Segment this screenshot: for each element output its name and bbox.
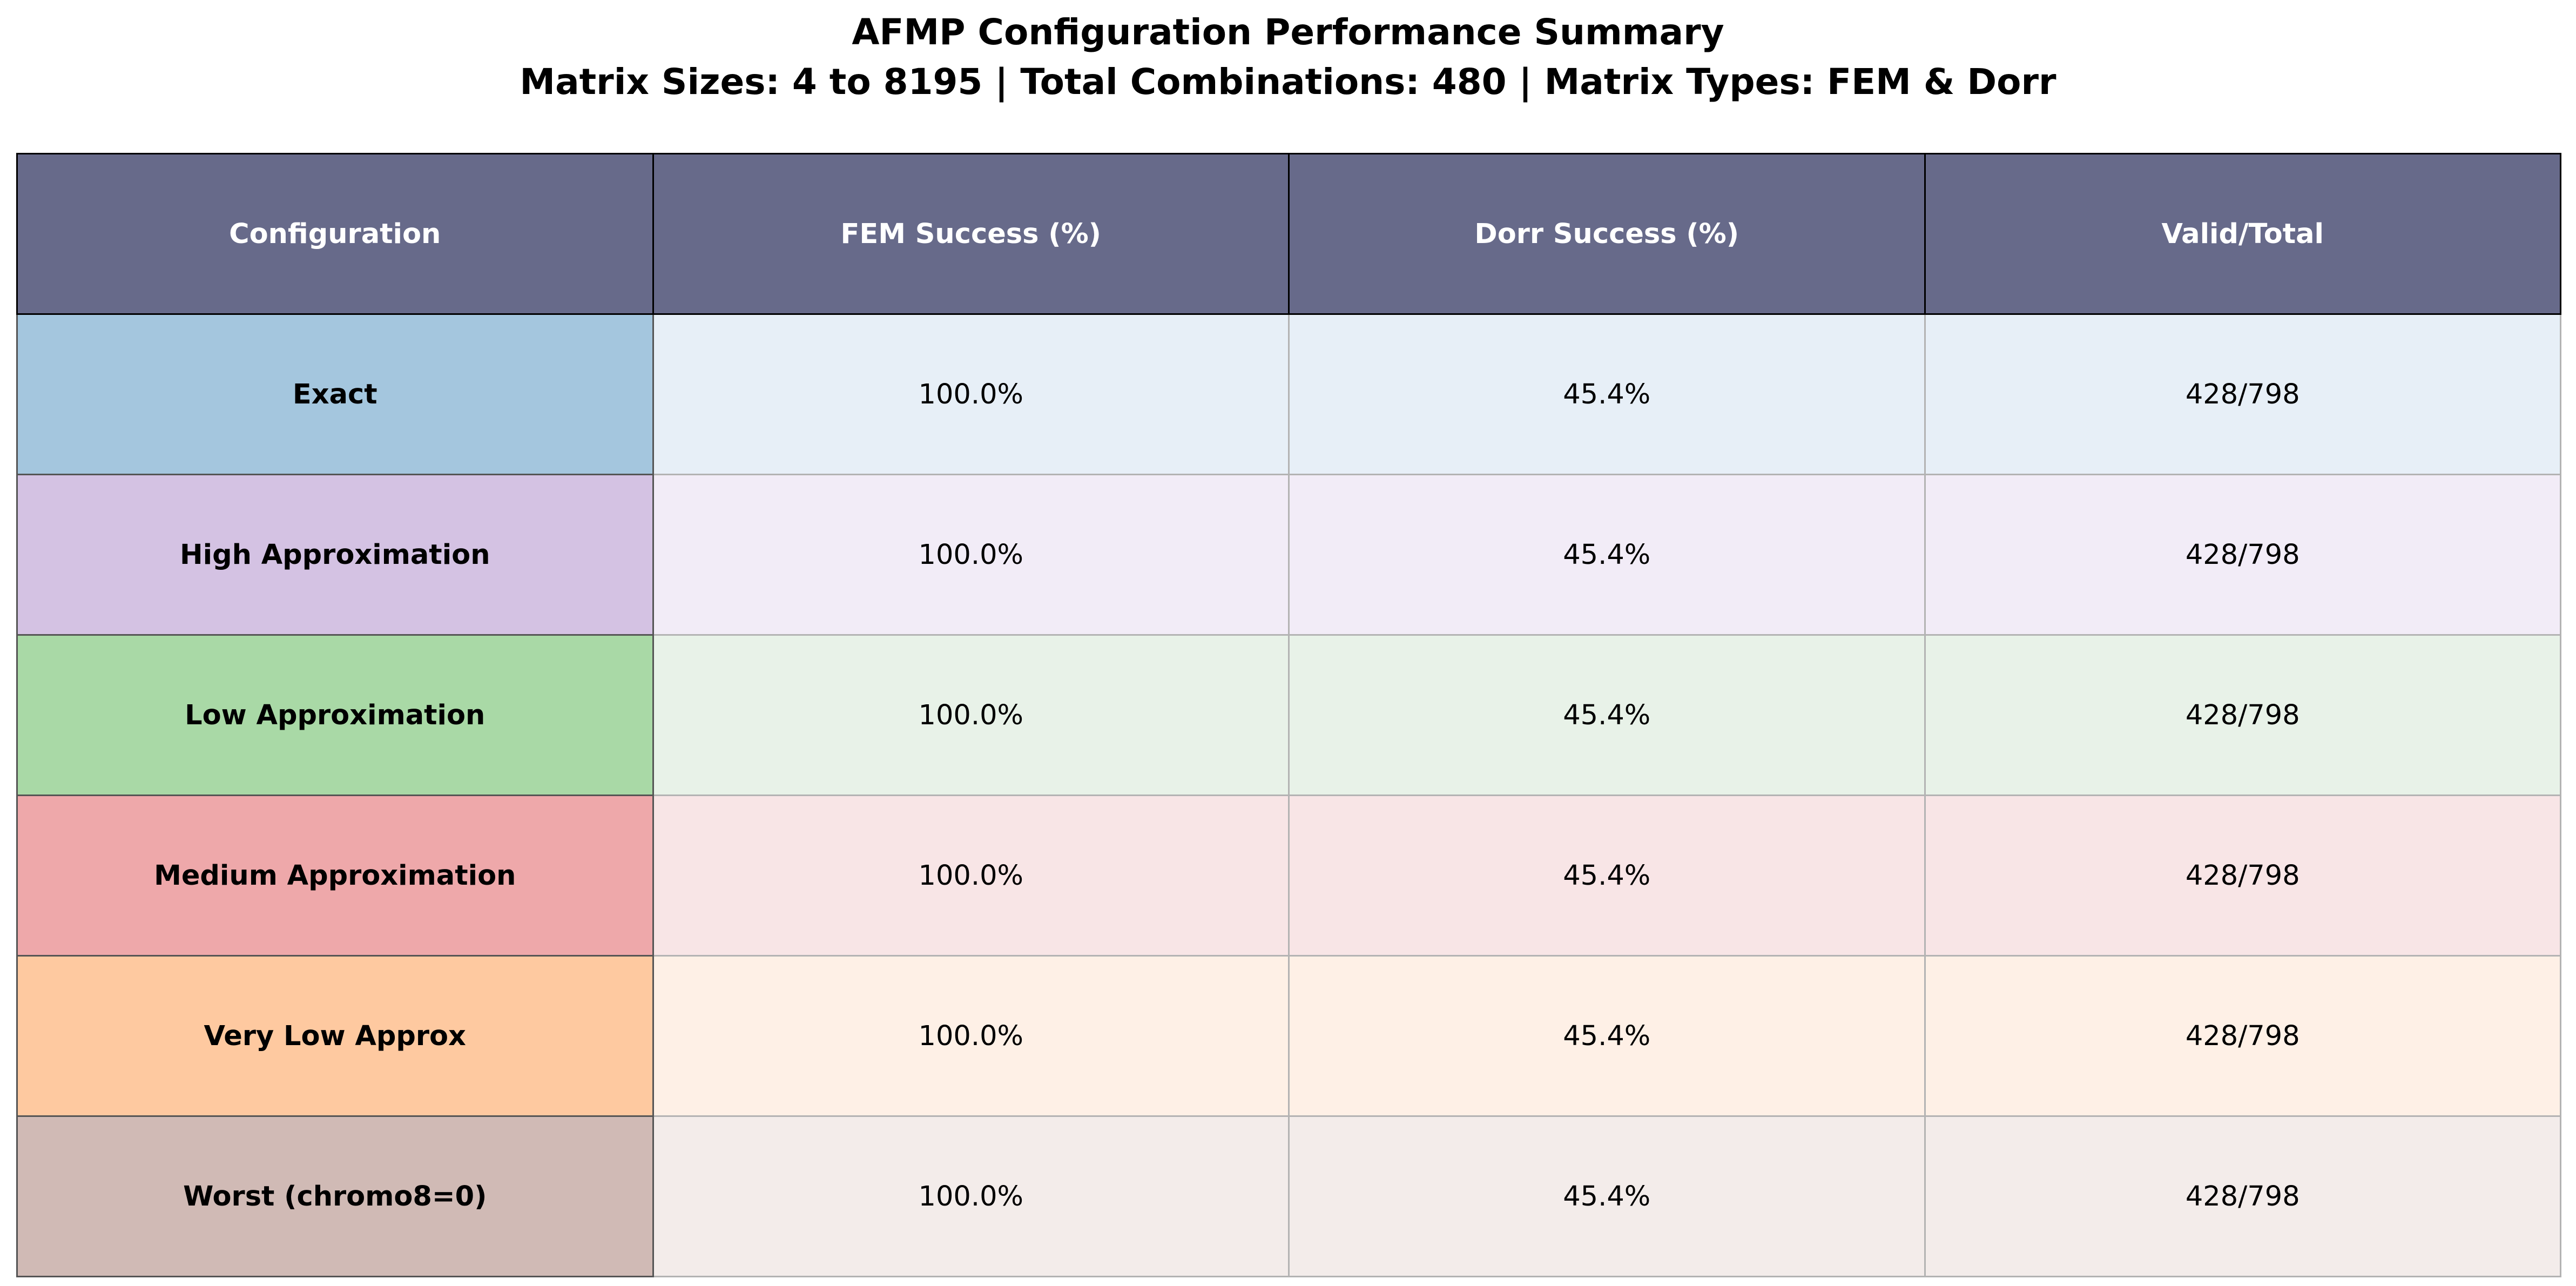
table-row: High Approximation 100.0% 45.4% 428/798 [16,474,2561,636]
dorr-success-cell: 45.4% [1288,634,1926,796]
valid-total-cell: 428/798 [1924,1115,2561,1277]
valid-total-cell: 428/798 [1924,795,2561,957]
column-header-fem-success: FEM Success (%) [652,153,1290,315]
valid-total-cell: 428/798 [1924,955,2561,1117]
valid-total-cell: 428/798 [1924,634,2561,796]
dorr-success-cell: 45.4% [1288,313,1926,475]
configuration-cell: Very Low Approx [16,955,654,1117]
valid-total-cell: 428/798 [1924,474,2561,636]
fem-success-cell: 100.0% [652,634,1290,796]
configuration-cell: Worst (chromo8=0) [16,1115,654,1277]
configuration-cell: High Approximation [16,474,654,636]
configuration-cell: Exact [16,313,654,475]
column-header-dorr-success: Dorr Success (%) [1288,153,1926,315]
configuration-cell: Medium Approximation [16,795,654,957]
table-row: Medium Approximation 100.0% 45.4% 428/79… [16,795,2561,957]
fem-success-cell: 100.0% [652,795,1290,957]
table-row: Low Approximation 100.0% 45.4% 428/798 [16,634,2561,796]
summary-table: Configuration FEM Success (%) Dorr Succe… [16,153,2561,1277]
chart-subtitle: Matrix Sizes: 4 to 8195 | Total Combinat… [520,61,2056,103]
table-row: Worst (chromo8=0) 100.0% 45.4% 428/798 [16,1115,2561,1277]
dorr-success-cell: 45.4% [1288,1115,1926,1277]
valid-total-cell: 428/798 [1924,313,2561,475]
dorr-success-cell: 45.4% [1288,795,1926,957]
table-row: Very Low Approx 100.0% 45.4% 428/798 [16,955,2561,1117]
table-header: Configuration FEM Success (%) Dorr Succe… [16,153,2561,315]
chart-title: AFMP Configuration Performance Summary [852,11,1724,53]
fem-success-cell: 100.0% [652,313,1290,475]
header-row: Configuration FEM Success (%) Dorr Succe… [16,153,2561,315]
configuration-cell: Low Approximation [16,634,654,796]
column-header-valid-total: Valid/Total [1924,153,2561,315]
fem-success-cell: 100.0% [652,955,1290,1117]
fem-success-cell: 100.0% [652,474,1290,636]
column-header-configuration: Configuration [16,153,654,315]
fem-success-cell: 100.0% [652,1115,1290,1277]
table-row: Exact 100.0% 45.4% 428/798 [16,313,2561,475]
table-body: Exact 100.0% 45.4% 428/798 High Approxim… [16,313,2561,1277]
dorr-success-cell: 45.4% [1288,955,1926,1117]
dorr-success-cell: 45.4% [1288,474,1926,636]
chart-title-block: AFMP Configuration Performance Summary M… [0,8,2576,107]
